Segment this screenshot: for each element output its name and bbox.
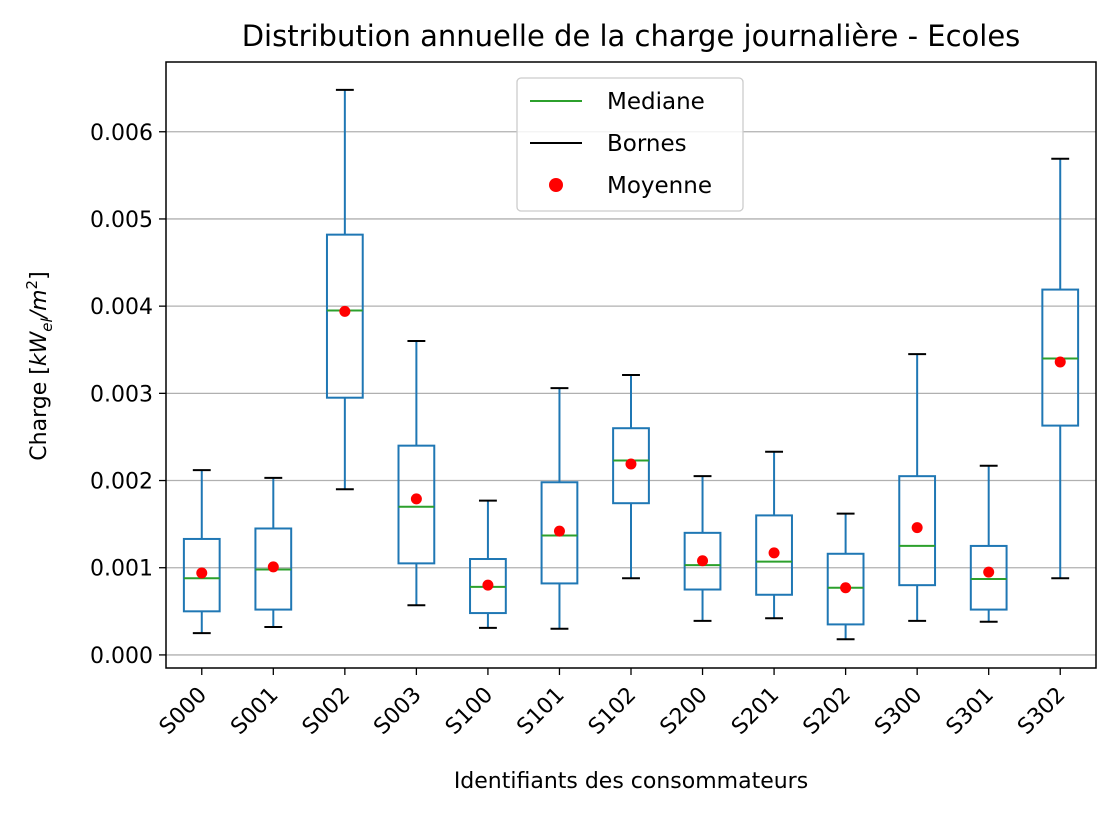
x-tick-label: S201: [727, 683, 784, 740]
y-tick-label: 0.003: [90, 382, 153, 407]
iqr-box: [683, 531, 722, 591]
iqr-box: [540, 481, 579, 585]
x-tick-label: S301: [942, 683, 999, 740]
box-s002: [325, 88, 364, 491]
iqr-box: [325, 233, 364, 399]
chart-title: Distribution annuelle de la charge journ…: [242, 19, 1021, 53]
y-axis-label-close: ]: [27, 271, 52, 280]
box-s001: [254, 476, 293, 629]
legend-mean-swatch: [549, 178, 563, 192]
box-s302: [1041, 157, 1080, 580]
iqr-box: [755, 514, 793, 596]
y-tick-label: 0.005: [90, 208, 153, 233]
x-tick-label: S302: [1013, 683, 1070, 740]
y-tick-label: 0.006: [90, 121, 153, 146]
box-s301: [969, 464, 1008, 623]
y-axis-label: Charge [kWel/m2]: [23, 271, 56, 460]
mean-point: [911, 522, 923, 534]
x-tick-label: S300: [870, 683, 927, 740]
box-s200: [683, 475, 722, 622]
x-tick-label: S202: [799, 683, 856, 740]
x-tick-label: S002: [298, 683, 355, 740]
x-tick-label: S000: [155, 683, 212, 740]
mean-layer: [196, 305, 1066, 594]
mean-point: [983, 566, 995, 578]
mean-point: [697, 555, 709, 567]
iqr-box: [898, 475, 937, 587]
iqr-box: [826, 552, 865, 626]
box-s000: [182, 469, 221, 635]
mean-point: [553, 525, 565, 537]
y-axis-label-base: Charge [: [27, 366, 52, 461]
y-tick-label: 0.001: [90, 557, 153, 582]
mean-point: [1054, 356, 1066, 368]
mean-point: [196, 567, 208, 579]
mean-point: [840, 582, 852, 594]
x-tick-label: S003: [369, 683, 426, 740]
iqr-box: [397, 444, 436, 565]
x-tick-label: S100: [441, 683, 498, 740]
mean-point: [339, 305, 351, 317]
y-tick-label: 0.002: [90, 470, 153, 495]
mean-point: [267, 561, 279, 573]
x-axis-label: Identifiants des consommateurs: [454, 769, 808, 794]
mean-point: [410, 493, 422, 505]
x-tick-label: S001: [226, 683, 283, 740]
box-s201: [755, 450, 793, 620]
y-tick-label: 0.004: [90, 295, 153, 320]
iqr-box: [182, 537, 221, 613]
box-s202: [826, 512, 865, 641]
legend-label-bounds: Bornes: [607, 131, 687, 157]
mean-point: [625, 458, 637, 470]
box-s102: [612, 374, 650, 580]
legend: Mediane Bornes Moyenne: [516, 77, 744, 212]
x-tick-label: S200: [656, 683, 713, 740]
box-s100: [469, 499, 507, 629]
legend-label-mean: Moyenne: [607, 173, 712, 199]
mean-point: [768, 547, 780, 559]
box-s300: [898, 353, 937, 622]
y-tick-label: 0.000: [90, 644, 153, 669]
x-tick-label: S102: [584, 683, 641, 740]
grid-layer: [166, 131, 1096, 656]
box-s101: [540, 387, 579, 630]
iqr-box: [612, 427, 650, 505]
y-axis-label-sup: 2: [23, 280, 41, 290]
y-axis-label-slash: /m: [27, 289, 52, 320]
x-tick-label: S101: [512, 683, 569, 740]
box-layer: [182, 88, 1080, 641]
plot-frame: [165, 61, 1097, 669]
iqr-box: [969, 544, 1008, 611]
y-axis-label-sub: el: [38, 317, 56, 331]
mean-point: [482, 579, 494, 591]
y-axis-label-kw: kW: [27, 330, 52, 366]
legend-frame: [516, 77, 744, 212]
legend-label-median: Mediane: [607, 89, 705, 115]
box-s003: [397, 340, 436, 607]
